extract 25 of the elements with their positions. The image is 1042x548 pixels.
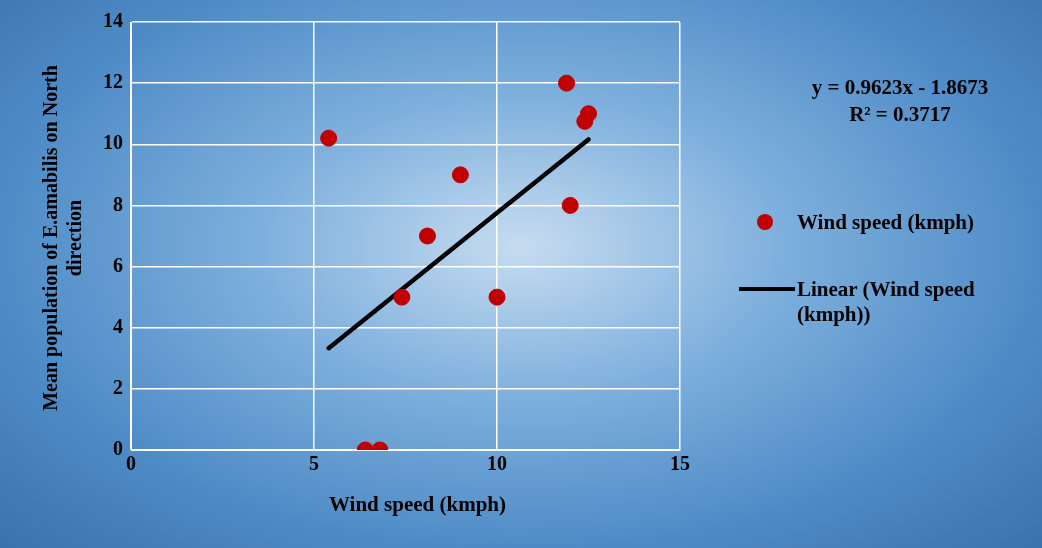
point — [418, 227, 436, 245]
y-tick-label: 0 — [113, 437, 123, 460]
y-tick-label: 2 — [113, 376, 123, 399]
y-tick-label: 10 — [103, 131, 123, 154]
x-tick-label: 15 — [670, 452, 690, 475]
y-tick-label: 12 — [103, 70, 123, 93]
text: y = 0.9623x - 1.8673 — [810, 74, 990, 101]
x-axis-title: Wind speed (kmph) — [328, 492, 507, 517]
y-tick-label: 8 — [113, 192, 123, 215]
y-axis-title: Mean population of E.amabilis on North direction — [38, 64, 86, 413]
y-tick-label: 14 — [103, 9, 123, 32]
legend-label: Wind speed (kmph) — [797, 210, 975, 235]
point — [576, 112, 594, 130]
y-tick-label: 6 — [113, 253, 123, 276]
legend-label: Linear (Wind speed (kmph)) — [797, 277, 976, 327]
point — [558, 74, 576, 92]
point — [393, 288, 411, 306]
point — [488, 288, 506, 306]
y-tick-label: 4 — [113, 314, 123, 337]
point — [451, 166, 469, 184]
x-tick-label: 5 — [309, 452, 319, 475]
text: R² = 0.3717 — [848, 101, 952, 128]
point — [561, 196, 579, 214]
point — [320, 129, 338, 147]
x-tick-label: 10 — [487, 452, 507, 475]
